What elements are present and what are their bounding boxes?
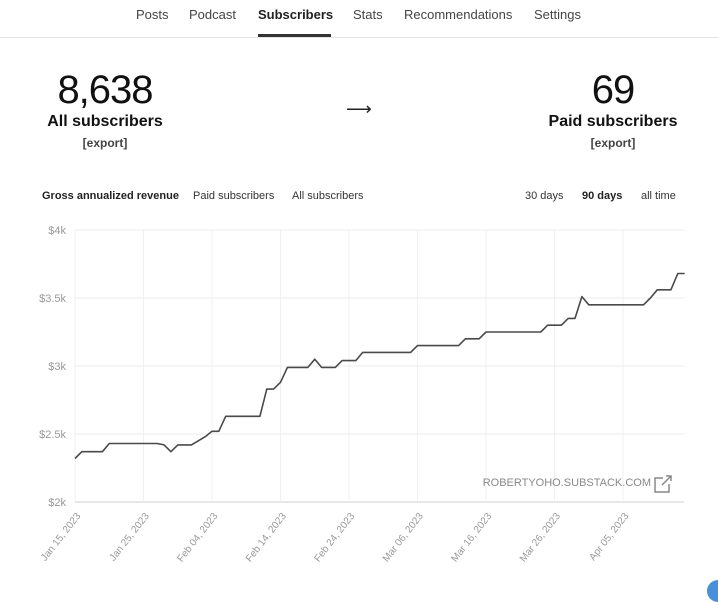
tab-90-days[interactable]: 90 days <box>582 190 623 202</box>
nav-recommendations[interactable]: Recommendations <box>404 7 513 22</box>
x-tick-label: Apr 05, 2023 <box>587 511 631 563</box>
active-tab-indicator <box>258 34 331 37</box>
top-nav: Posts Podcast Subscribers Stats Recommen… <box>0 0 718 38</box>
all-subscribers-stat: 8,638 All subscribers [export] <box>30 68 180 154</box>
revenue-line <box>74 272 685 460</box>
x-tick-label: Feb 14, 2023 <box>244 511 289 565</box>
tab-paid-subscribers[interactable]: Paid subscribers <box>193 190 275 202</box>
paid-subscribers-label: Paid subscribers <box>548 113 678 130</box>
paid-subscribers-export-link[interactable]: [export] <box>590 136 636 150</box>
x-tick-label: Feb 04, 2023 <box>175 511 220 565</box>
y-tick-label: $3.5k <box>39 293 66 305</box>
nav-stats[interactable]: Stats <box>353 7 383 22</box>
help-badge[interactable] <box>707 580 718 602</box>
external-link-icon[interactable] <box>654 475 672 493</box>
tab-gross-revenue[interactable]: Gross annualized revenue <box>42 190 179 202</box>
x-tick-label: Mar 06, 2023 <box>381 511 426 565</box>
y-tick-label: $4k <box>48 225 66 237</box>
y-axis: $2k $2.5k $3k $3.5k $4k <box>39 225 66 509</box>
nav-podcast[interactable]: Podcast <box>189 7 236 22</box>
paid-subscribers-count: 69 <box>591 68 636 112</box>
nav-posts[interactable]: Posts <box>136 7 169 22</box>
y-tick-label: $2k <box>48 497 66 509</box>
nav-subscribers[interactable]: Subscribers <box>258 7 334 22</box>
tab-all-time[interactable]: all time <box>641 190 676 202</box>
x-tick-label: Jan 15, 2023 <box>39 511 84 564</box>
all-subscribers-count: 8,638 <box>57 68 153 112</box>
x-tick-label: Mar 16, 2023 <box>449 511 494 565</box>
x-tick-label: Mar 26, 2023 <box>518 511 563 565</box>
tab-all-subscribers[interactable]: All subscribers <box>292 190 364 202</box>
tab-30-days[interactable]: 30 days <box>525 190 564 202</box>
x-axis: Jan 15, 2023 Jan 25, 2023 Feb 04, 2023 Feb … <box>39 511 632 565</box>
paid-subscribers-stat: 69 Paid subscribers [export] <box>538 68 688 154</box>
watermark-text: ROBERTYOHO.SUBSTACK.COM <box>483 477 651 489</box>
all-subscribers-export-link[interactable]: [export] <box>82 136 128 150</box>
all-subscribers-label: All subscribers <box>47 113 163 130</box>
y-tick-label: $3k <box>48 361 66 373</box>
nav-settings[interactable]: Settings <box>534 7 581 22</box>
arrow-icon: ⟶ <box>346 99 372 119</box>
x-tick-label: Feb 24, 2023 <box>312 511 357 565</box>
x-tick-label: Jan 25, 2023 <box>108 511 153 564</box>
y-tick-label: $2.5k <box>39 429 66 441</box>
chart-grid <box>74 229 684 503</box>
